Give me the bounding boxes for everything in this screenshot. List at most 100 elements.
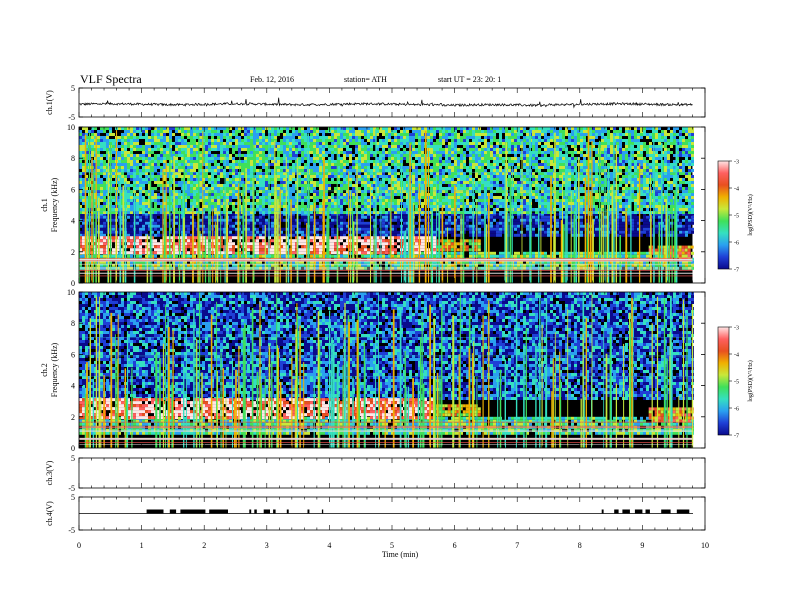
- spec1-cell: [163, 172, 166, 175]
- spec1-cell: [445, 139, 448, 142]
- spec1-cell: [205, 130, 208, 133]
- spec1-cell: [610, 178, 613, 181]
- spec1-cell: [205, 230, 208, 234]
- spec1-cell: [130, 145, 133, 148]
- spec1-cell: [256, 154, 259, 157]
- spec1-cell: [682, 163, 685, 166]
- spec1-cell: [484, 181, 487, 184]
- spec1-cell: [469, 145, 472, 148]
- spec1-cell: [313, 175, 316, 178]
- spec1-cell: [403, 133, 406, 136]
- spec1-cell: [679, 151, 682, 154]
- spec1-cell: [397, 145, 400, 148]
- spec1-cell: [619, 166, 622, 169]
- spec1-cell: [253, 154, 256, 157]
- spec1-cell: [463, 215, 466, 219]
- spec1-cell: [373, 154, 376, 157]
- spec1-cell: [610, 175, 613, 178]
- spec1-cell: [406, 215, 409, 219]
- spec1-cell: [271, 224, 274, 228]
- spec1-cell: [205, 163, 208, 166]
- spec1-cell: [592, 127, 595, 130]
- spec1-cell: [664, 169, 667, 172]
- spec1-cell: [175, 166, 178, 169]
- spec1-cell: [580, 215, 583, 219]
- spec1-cell: [142, 215, 145, 219]
- spec1-cell: [457, 224, 460, 228]
- spec1-cell: [217, 212, 220, 216]
- spec1-cell: [481, 160, 484, 163]
- spec1-cell: [499, 215, 502, 219]
- spec1-cell: [319, 221, 322, 225]
- spec1-cell: [685, 133, 688, 136]
- spec1-cell: [412, 130, 415, 133]
- spec1-cell: [127, 136, 130, 139]
- spec1-cell: [643, 224, 646, 228]
- spec1-cell: [400, 136, 403, 139]
- spec1-cell: [655, 136, 658, 139]
- spec1-cell: [397, 160, 400, 163]
- spec1-cell: [274, 127, 277, 130]
- spec1-cell: [319, 181, 322, 184]
- spec1-cell: [523, 139, 526, 142]
- spec1-cell: [550, 160, 553, 163]
- spec1-cell: [493, 133, 496, 136]
- spec1-cell: [142, 157, 145, 160]
- spec1-cell: [79, 130, 82, 133]
- spec1-cell: [238, 151, 241, 154]
- spec1-cell: [358, 230, 361, 234]
- spec1-cell: [454, 160, 457, 163]
- spec1-cell: [601, 169, 604, 172]
- spec1-cell: [619, 218, 622, 222]
- spec1-cell: [559, 172, 562, 175]
- spec1-cell: [334, 145, 337, 148]
- spec1-cell: [427, 145, 430, 148]
- spec1-cell: [556, 221, 559, 225]
- spec1-cell: [184, 142, 187, 145]
- spec1-cell: [526, 218, 529, 222]
- spec1-cell: [385, 136, 388, 139]
- spec1-cell: [292, 139, 295, 142]
- spec1-cell: [181, 139, 184, 142]
- spec1-cell: [196, 181, 199, 184]
- spec1-cell: [301, 151, 304, 154]
- spec1-cell: [211, 166, 214, 169]
- spec1-cell: [157, 178, 160, 181]
- spec1-cell: [589, 127, 592, 130]
- spec1-cell: [595, 127, 598, 130]
- spec1-cell: [586, 212, 589, 216]
- spec1-cell: [373, 169, 376, 172]
- spec1-cell: [301, 160, 304, 163]
- spec1-cell: [208, 224, 211, 228]
- spec1-cell: [151, 157, 154, 160]
- spec1-cell: [481, 151, 484, 154]
- spec1-cell: [277, 127, 280, 130]
- spec1-cell: [601, 233, 604, 237]
- spec1-cell: [373, 172, 376, 175]
- spec1-cell: [682, 166, 685, 169]
- spec1-cell: [454, 139, 457, 142]
- spec1-cell: [319, 175, 322, 178]
- spec1-cell: [505, 136, 508, 139]
- spec1-cell: [478, 130, 481, 133]
- spec1-cell: [628, 160, 631, 163]
- spec1-cell: [667, 154, 670, 157]
- spec1-cell: [112, 181, 115, 184]
- spec1-cell: [190, 163, 193, 166]
- spec1-cell: [274, 145, 277, 148]
- spec1-cell: [160, 215, 163, 219]
- spec1-cell: [364, 157, 367, 160]
- spec1-cell: [517, 160, 520, 163]
- spec1-cell: [574, 142, 577, 145]
- spec1-cell: [586, 130, 589, 133]
- spec1-cell: [97, 172, 100, 175]
- spec1-cell: [637, 178, 640, 181]
- spec1-cell: [121, 136, 124, 139]
- spec1-cell: [514, 136, 517, 139]
- spec1-cell: [682, 233, 685, 237]
- spec1-cell: [505, 139, 508, 142]
- spec1-cell: [670, 169, 673, 172]
- spec1-cell: [97, 178, 100, 181]
- spec1-cell: [250, 172, 253, 175]
- spec1-cell: [355, 142, 358, 145]
